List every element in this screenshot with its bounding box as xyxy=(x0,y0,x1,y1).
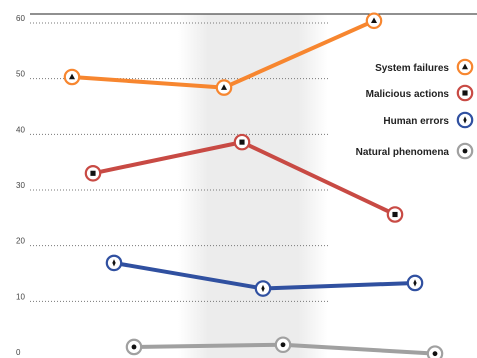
legend-item: Human errors xyxy=(383,111,474,129)
legend-item: Natural phenomena xyxy=(356,142,474,160)
legend-label: Natural phenomena xyxy=(356,147,450,158)
up-triangle-icon xyxy=(220,84,228,90)
y-tick-label: 30 xyxy=(16,181,25,190)
series-group xyxy=(63,12,444,358)
square-icon xyxy=(392,211,398,218)
y-tick-label: 20 xyxy=(16,237,25,246)
dot-icon xyxy=(462,148,468,154)
data-point xyxy=(365,12,383,30)
diamond-icon xyxy=(413,279,417,287)
legend-item: System failures xyxy=(375,58,474,76)
dot-icon xyxy=(432,351,438,357)
data-point xyxy=(215,79,233,96)
data-point xyxy=(105,254,123,272)
y-tick-label: 50 xyxy=(16,70,25,79)
data-point xyxy=(84,165,102,182)
data-point xyxy=(233,133,251,151)
y-tick-label: 60 xyxy=(16,14,25,23)
square-icon xyxy=(462,90,468,96)
square-icon xyxy=(90,170,96,176)
up-triangle-icon xyxy=(461,63,469,70)
data-point xyxy=(406,274,424,292)
legend: System failures Malicious actions Human er… xyxy=(356,58,474,160)
data-point xyxy=(426,345,444,358)
dot-icon xyxy=(131,344,137,350)
legend-label: Malicious actions xyxy=(366,89,450,100)
data-point xyxy=(274,336,292,354)
data-point xyxy=(386,206,404,223)
dot-icon xyxy=(280,342,286,348)
legend-item: Malicious actions xyxy=(366,84,474,102)
data-point xyxy=(63,68,81,86)
y-tick-label: 40 xyxy=(16,125,25,134)
center-band xyxy=(178,14,328,358)
y-axis-ticks: 0 10 20 30 40 50 60 xyxy=(16,14,25,357)
y-tick-label: 10 xyxy=(16,292,25,301)
diamond-icon xyxy=(463,116,467,124)
y-tick-label: 0 xyxy=(16,348,21,357)
up-triangle-icon xyxy=(68,73,76,80)
legend-label: System failures xyxy=(375,63,449,74)
diamond-icon xyxy=(112,259,116,267)
up-triangle-icon xyxy=(370,17,378,24)
legend-label: Human errors xyxy=(383,116,449,127)
square-icon xyxy=(239,139,245,145)
data-point xyxy=(254,280,272,297)
data-point xyxy=(125,338,143,356)
diamond-icon xyxy=(261,284,265,293)
